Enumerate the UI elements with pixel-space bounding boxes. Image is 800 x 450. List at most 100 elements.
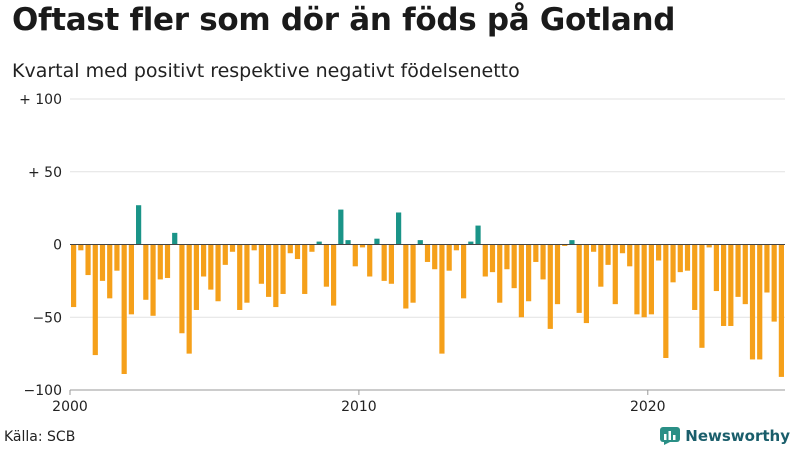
bar [684, 244, 691, 271]
bar [511, 244, 517, 289]
bar [598, 244, 604, 287]
bar [648, 244, 654, 315]
bar [728, 244, 734, 326]
bar [432, 244, 438, 270]
x-tick-label: 2000 [52, 399, 88, 415]
bar [706, 244, 712, 248]
bar [359, 244, 366, 248]
bar [605, 244, 611, 265]
source-label: Källa: SCB [4, 429, 76, 445]
bar [619, 244, 626, 254]
bar [424, 244, 431, 262]
bar [489, 244, 496, 273]
bar [576, 244, 582, 313]
bar [735, 244, 741, 297]
bar [749, 244, 756, 360]
bar [92, 244, 98, 356]
bar [179, 244, 185, 334]
chart-title: Oftast fler som dör än föds på Gotland [12, 2, 676, 38]
bar [641, 244, 647, 318]
bar [417, 240, 423, 245]
bar [778, 244, 784, 377]
bar [338, 209, 344, 245]
bar [323, 244, 329, 287]
bar [193, 244, 199, 310]
bar [143, 244, 149, 300]
bar [258, 244, 264, 284]
bar [374, 238, 380, 245]
bar [670, 244, 676, 283]
bar [345, 240, 351, 245]
y-tick-label: −50 [32, 310, 62, 326]
bar [742, 244, 748, 305]
bar [294, 244, 301, 260]
bar [287, 244, 293, 254]
bar [208, 244, 214, 290]
bar [107, 244, 113, 299]
bar [439, 244, 445, 354]
bar [771, 244, 777, 322]
bar [273, 244, 279, 308]
bar [677, 244, 683, 273]
x-tick-label: 2010 [341, 399, 377, 415]
bar [352, 244, 358, 267]
brand-logo[interactable]: Newsworthy [660, 427, 790, 445]
bar [764, 244, 770, 293]
bar [128, 244, 134, 315]
y-tick-label: 0 [53, 238, 62, 254]
bar [99, 244, 106, 281]
bar [540, 244, 546, 280]
bar [244, 244, 250, 303]
y-tick-label: + 100 [19, 92, 62, 108]
y-tick-label: + 50 [28, 165, 62, 181]
bar [569, 240, 575, 245]
bar [547, 244, 553, 329]
bar [410, 244, 416, 303]
bar [367, 244, 373, 277]
bar [309, 244, 315, 252]
bar [504, 244, 510, 270]
bar [229, 244, 236, 252]
bar [591, 244, 597, 252]
bar [656, 244, 662, 261]
bar [446, 244, 452, 271]
bar [121, 244, 127, 374]
bar [302, 244, 308, 294]
bar [388, 244, 394, 284]
newsworthy-icon [660, 427, 681, 445]
bar [627, 244, 633, 267]
bar [237, 244, 243, 310]
bar [201, 244, 207, 277]
bar [215, 244, 221, 302]
bar [150, 244, 156, 316]
bar [721, 244, 727, 326]
bar [526, 244, 532, 302]
bar [497, 244, 503, 303]
bar [172, 232, 178, 245]
bar [266, 244, 272, 297]
bar [71, 244, 77, 308]
bar [331, 244, 337, 306]
bar [396, 212, 402, 245]
bar [757, 244, 763, 360]
bar [85, 244, 91, 276]
chart-subtitle: Kvartal med positivt respektive negativt… [12, 60, 520, 82]
bar [136, 205, 142, 245]
bar [381, 244, 387, 281]
bar [482, 244, 488, 277]
bar [78, 244, 84, 251]
bar [713, 244, 719, 292]
bar [663, 244, 669, 358]
bar [583, 244, 589, 324]
bar [222, 244, 228, 265]
brand-name: Newsworthy [685, 427, 790, 445]
bar [692, 244, 698, 310]
bar [699, 244, 705, 348]
bar [612, 244, 618, 305]
bar [251, 244, 257, 251]
bar [518, 244, 524, 318]
bar [157, 244, 163, 280]
bar [554, 244, 561, 305]
bar [468, 241, 474, 245]
